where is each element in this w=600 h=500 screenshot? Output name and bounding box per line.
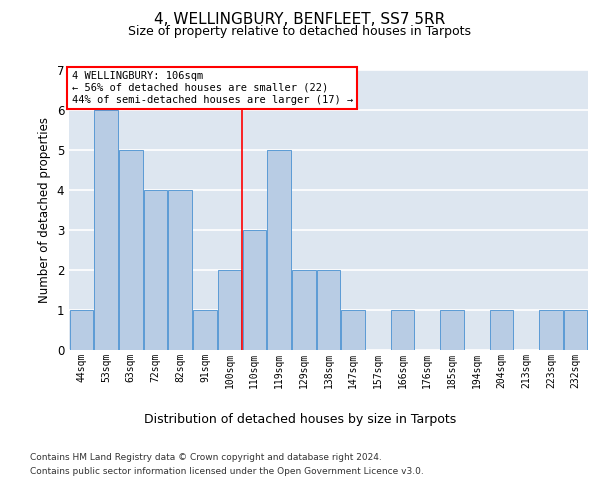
Bar: [341, 310, 365, 350]
Bar: [144, 190, 167, 350]
Bar: [242, 230, 266, 350]
Text: Contains HM Land Registry data © Crown copyright and database right 2024.: Contains HM Land Registry data © Crown c…: [30, 452, 382, 462]
Y-axis label: Number of detached properties: Number of detached properties: [38, 117, 51, 303]
Text: 4, WELLINGBURY, BENFLEET, SS7 5RR: 4, WELLINGBURY, BENFLEET, SS7 5RR: [154, 12, 446, 28]
Bar: [94, 110, 118, 350]
Bar: [70, 310, 93, 350]
Text: Contains public sector information licensed under the Open Government Licence v3: Contains public sector information licen…: [30, 468, 424, 476]
Bar: [268, 150, 291, 350]
Bar: [539, 310, 563, 350]
Text: Size of property relative to detached houses in Tarpots: Size of property relative to detached ho…: [128, 25, 472, 38]
Text: Distribution of detached houses by size in Tarpots: Distribution of detached houses by size …: [144, 412, 456, 426]
Bar: [292, 270, 316, 350]
Bar: [193, 310, 217, 350]
Bar: [119, 150, 143, 350]
Bar: [169, 190, 192, 350]
Bar: [564, 310, 587, 350]
Bar: [391, 310, 415, 350]
Bar: [218, 270, 241, 350]
Bar: [317, 270, 340, 350]
Bar: [490, 310, 513, 350]
Text: 4 WELLINGBURY: 106sqm
← 56% of detached houses are smaller (22)
44% of semi-deta: 4 WELLINGBURY: 106sqm ← 56% of detached …: [71, 72, 353, 104]
Bar: [440, 310, 464, 350]
